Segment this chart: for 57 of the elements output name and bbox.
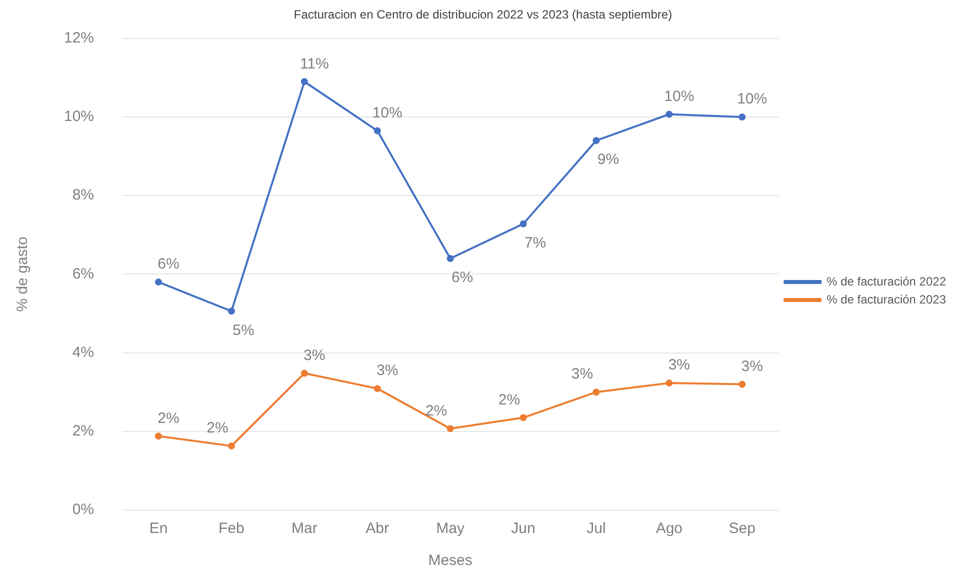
data-label: 2% xyxy=(206,420,228,437)
data-label: 10% xyxy=(737,90,768,108)
point xyxy=(738,380,746,388)
point xyxy=(446,254,454,262)
x-axis-title: Meses xyxy=(428,552,472,570)
x-tick-label: Ago xyxy=(656,520,683,538)
point xyxy=(738,114,746,120)
data-label: 3% xyxy=(668,356,690,374)
data-label: 2% xyxy=(158,410,180,427)
legend-label: % de facturación 2023 xyxy=(826,292,946,306)
x-tick-label: Mar xyxy=(291,520,318,538)
x-tick-label: Sep xyxy=(728,520,756,538)
data-label: 2% xyxy=(425,402,448,420)
data-label: 10% xyxy=(664,88,694,105)
point xyxy=(520,220,527,228)
data-label: 6% xyxy=(158,256,180,273)
data-label: 2% xyxy=(498,391,520,408)
data-label: 3% xyxy=(304,346,326,364)
y-tick-label: 12% xyxy=(64,30,94,47)
chart-title: Facturacion en Centro de distribucion 2022 vs 2023 (hasta septiembre) xyxy=(294,8,672,22)
point xyxy=(374,127,381,134)
point xyxy=(666,380,673,387)
y-axis-title: % de gasto xyxy=(14,236,32,312)
point xyxy=(666,110,673,118)
y-tick-label: 10% xyxy=(64,108,94,126)
y-tick-label: 8% xyxy=(72,186,94,204)
point xyxy=(374,385,381,392)
y-tick-label: 6% xyxy=(72,265,94,282)
data-label: 3% xyxy=(571,366,594,383)
y-tick-label: 2% xyxy=(72,422,94,440)
x-tick-label: May xyxy=(436,520,465,538)
data-label: 6% xyxy=(451,269,474,286)
point xyxy=(155,432,162,440)
x-tick-label: En xyxy=(149,520,168,538)
x-tick-label: Feb xyxy=(218,520,244,538)
data-label: 7% xyxy=(524,234,546,252)
point xyxy=(300,370,308,377)
data-label: 3% xyxy=(741,358,763,375)
y-tick-label: 0% xyxy=(72,501,94,518)
point xyxy=(520,414,527,422)
point xyxy=(228,308,235,315)
point xyxy=(155,278,162,286)
x-tick-label: Jun xyxy=(511,520,536,538)
legend-label: % de facturación 2022 xyxy=(826,274,946,288)
y-tick-label: 4% xyxy=(72,344,94,361)
x-tick-label: Jul xyxy=(586,520,606,538)
x-tick-label: Abr xyxy=(366,520,390,538)
data-label: 3% xyxy=(376,362,398,380)
data-label: 11% xyxy=(300,55,329,72)
data-label: 10% xyxy=(372,104,402,122)
point xyxy=(592,388,600,396)
point xyxy=(446,425,454,432)
data-label: 9% xyxy=(597,151,620,168)
point xyxy=(228,442,235,450)
point xyxy=(592,137,600,144)
data-label: 5% xyxy=(232,322,254,339)
point xyxy=(300,78,308,86)
